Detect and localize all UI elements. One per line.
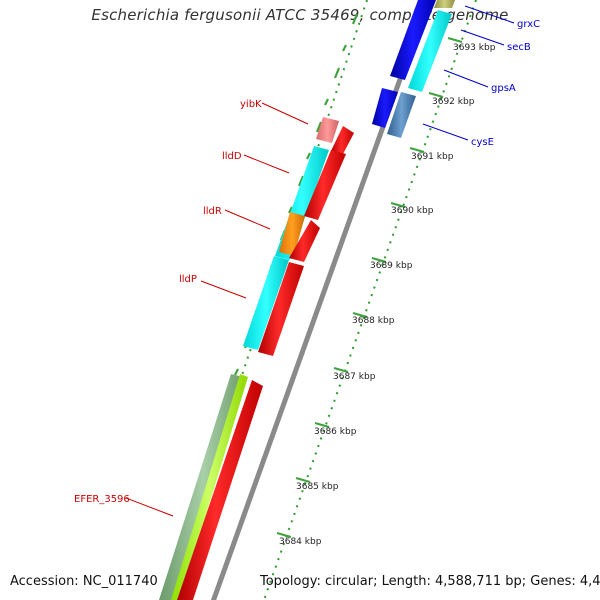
- gene-red-lldP: [258, 262, 304, 356]
- scale-ring-ticks: [276, 36, 463, 539]
- gene-olive-top: [434, 0, 455, 8]
- label-lldR: lldR: [203, 206, 222, 217]
- scale-label-3686: 3686 kbp: [314, 427, 357, 437]
- scale-label-3684: 3684 kbp: [279, 537, 322, 547]
- label-grxC: grxC: [517, 19, 540, 30]
- gene-red-efer3596: [177, 380, 263, 600]
- scale-label-3692: 3692 kbp: [432, 97, 475, 107]
- gene-orange-lldR: [279, 212, 305, 256]
- accession-text: Accession: NC_011740: [10, 574, 158, 589]
- label-lldP: lldP: [179, 274, 197, 285]
- scale-label-3693: 3693 kbp: [453, 43, 496, 53]
- label-yibK: yibK: [240, 99, 262, 110]
- label-gpsA: gpsA: [491, 83, 516, 94]
- map-title: Escherichia fergusonii ATCC 35469, compl…: [91, 6, 509, 24]
- scale-label-3689: 3689 kbp: [370, 261, 413, 271]
- reverse-label-leaders: [422, 5, 515, 141]
- scale-label-3691: 3691 kbp: [411, 152, 454, 162]
- scale-dotted-ring: [263, 0, 477, 600]
- label-cysE: cysE: [471, 137, 494, 148]
- gene-cyan-lldP: [243, 256, 289, 350]
- forward-gene-labels: yibK lldD lldR lldP EFER_3596: [74, 99, 262, 505]
- label-lldD: lldD: [222, 151, 242, 162]
- gene-lime-efer3596: [171, 374, 248, 600]
- gene-red-lldD: [304, 150, 346, 220]
- gene-red-yibK: [331, 126, 354, 154]
- scale-label-3690: 3690 kbp: [391, 206, 434, 216]
- scale-label-3687: 3687 kbp: [333, 372, 376, 382]
- outer-dotted-ring: [166, 0, 368, 600]
- gene-red-lldR: [289, 220, 320, 262]
- scale-label-3685: 3685 kbp: [296, 482, 339, 492]
- gene-pink-yibK: [316, 117, 339, 143]
- gene-blue-gpsA: [372, 88, 398, 128]
- genome-summary-text: Topology: circular; Length: 4,588,711 bp…: [260, 574, 600, 589]
- scale-labels: 3693 kbp 3692 kbp 3691 kbp 3690 kbp 3689…: [279, 43, 496, 547]
- label-efer3596: EFER_3596: [74, 494, 130, 505]
- gene-cyan-secB: [408, 10, 452, 92]
- scale-label-3688: 3688 kbp: [352, 316, 395, 326]
- forward-label-leaders: [125, 102, 309, 517]
- gene-blue-grxC: [390, 0, 436, 80]
- label-secB: secB: [507, 42, 531, 53]
- gene-steel-cysE: [387, 92, 416, 138]
- backbone: [210, 0, 432, 600]
- reverse-gene-labels: grxC secB gpsA cysE: [471, 19, 540, 148]
